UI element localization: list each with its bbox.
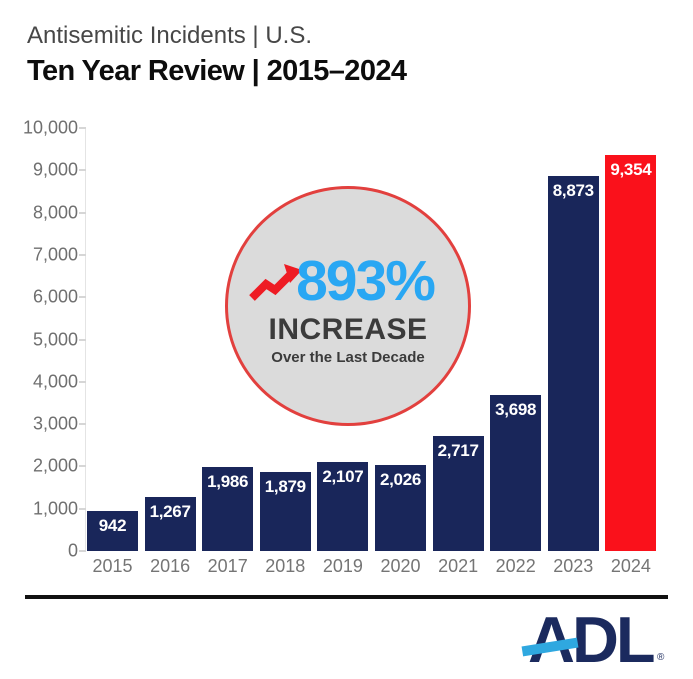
bar-value-label: 9,354 bbox=[610, 160, 652, 180]
y-tick-mark bbox=[79, 423, 86, 426]
x-axis-label-2016: 2016 bbox=[150, 556, 191, 576]
plot-area: 942 2015 1,267 2016 1,986 2017 1,879 2018 2,107 2… bbox=[85, 128, 667, 576]
bar-2023: 8,873 bbox=[547, 175, 599, 551]
bar-value-label: 1,879 bbox=[264, 476, 306, 496]
adl-logo-text: ADL bbox=[528, 603, 656, 676]
increase-label: INCREASE bbox=[268, 313, 428, 346]
y-tick-label: 4,000 bbox=[32, 371, 78, 392]
y-tick-mark bbox=[79, 296, 86, 299]
y-tick-label: 2,000 bbox=[32, 455, 78, 476]
bar-value-label: 2,717 bbox=[437, 441, 479, 461]
y-tick-mark bbox=[79, 253, 86, 256]
y-tick-label: 10,000 bbox=[22, 117, 78, 138]
y-tick-mark bbox=[79, 380, 86, 383]
bar-2018: 1,879 bbox=[259, 471, 311, 551]
bar-value-label: 1,986 bbox=[207, 472, 249, 491]
bar-value-label: 3,698 bbox=[495, 399, 537, 419]
y-tick-label: 3,000 bbox=[32, 413, 78, 434]
x-axis-label-2023: 2023 bbox=[553, 556, 594, 576]
increase-sublabel: Over the Last Decade bbox=[271, 349, 425, 366]
x-axis-label-2019: 2019 bbox=[322, 556, 363, 576]
y-tick-label: 7,000 bbox=[32, 244, 78, 265]
bar-2019: 2,107 bbox=[317, 461, 369, 551]
bar-2016: 1,267 bbox=[144, 497, 196, 551]
bar-2024: 9,354 bbox=[605, 155, 657, 551]
x-axis-label-2021: 2021 bbox=[438, 556, 479, 576]
y-tick-label: 6,000 bbox=[32, 286, 78, 307]
x-axis-label-2017: 2017 bbox=[207, 556, 248, 576]
y-tick-label: 0 bbox=[67, 540, 78, 561]
bar-2017: 1,986 bbox=[202, 467, 254, 551]
y-tick-mark bbox=[79, 550, 86, 552]
bar-value-label: 942 bbox=[98, 516, 127, 536]
bar-value-label: 2,107 bbox=[322, 466, 364, 486]
registered-trademark-icon: ® bbox=[657, 652, 665, 663]
bar-value-label: 1,267 bbox=[149, 502, 191, 522]
bar-value-label: 8,873 bbox=[552, 180, 594, 200]
y-tick-mark bbox=[79, 338, 86, 341]
increase-badge: 893% INCREASE Over the Last Decade bbox=[225, 186, 471, 426]
x-axis-label-2018: 2018 bbox=[265, 556, 306, 576]
x-axis-label-2015: 2015 bbox=[92, 556, 133, 576]
increase-percent: 893% bbox=[296, 249, 436, 313]
x-axis-label-2022: 2022 bbox=[495, 556, 536, 576]
increase-badge-row: 893% bbox=[248, 249, 436, 313]
chart-header: Antisemitic Incidents | U.S. Ten Year Re… bbox=[27, 22, 407, 88]
y-tick-mark bbox=[79, 211, 86, 214]
bar-chart: 0 1,000 2,000 3,000 4,000 5,000 6,000 7,000 8,00… bbox=[22, 117, 667, 576]
bar-2015: 942 bbox=[87, 511, 138, 551]
y-tick-mark bbox=[79, 507, 86, 510]
y-tick-label: 9,000 bbox=[32, 159, 78, 180]
footer-divider bbox=[25, 595, 668, 599]
bar-2020: 2,026 bbox=[375, 465, 426, 551]
y-tick-label: 1,000 bbox=[32, 498, 78, 519]
y-tick-label: 5,000 bbox=[32, 329, 78, 349]
y-tick-mark bbox=[79, 465, 86, 468]
trending-up-arrow-icon bbox=[248, 261, 303, 303]
chart-subtitle: Antisemitic Incidents | U.S. bbox=[27, 22, 312, 49]
chart-title: Ten Year Review | 2015–2024 bbox=[27, 54, 407, 87]
bar-value-label: 2,026 bbox=[379, 470, 422, 490]
bar-2022: 3,698 bbox=[490, 394, 542, 551]
y-tick-label: 8,000 bbox=[32, 202, 78, 223]
y-tick-mark bbox=[79, 127, 86, 129]
x-axis-label-2020: 2020 bbox=[380, 556, 421, 576]
x-axis-label-2024: 2024 bbox=[610, 556, 651, 576]
y-tick-mark bbox=[79, 169, 86, 172]
adl-logo: ADL ® bbox=[521, 607, 670, 672]
bar-2021: 2,717 bbox=[432, 436, 484, 551]
